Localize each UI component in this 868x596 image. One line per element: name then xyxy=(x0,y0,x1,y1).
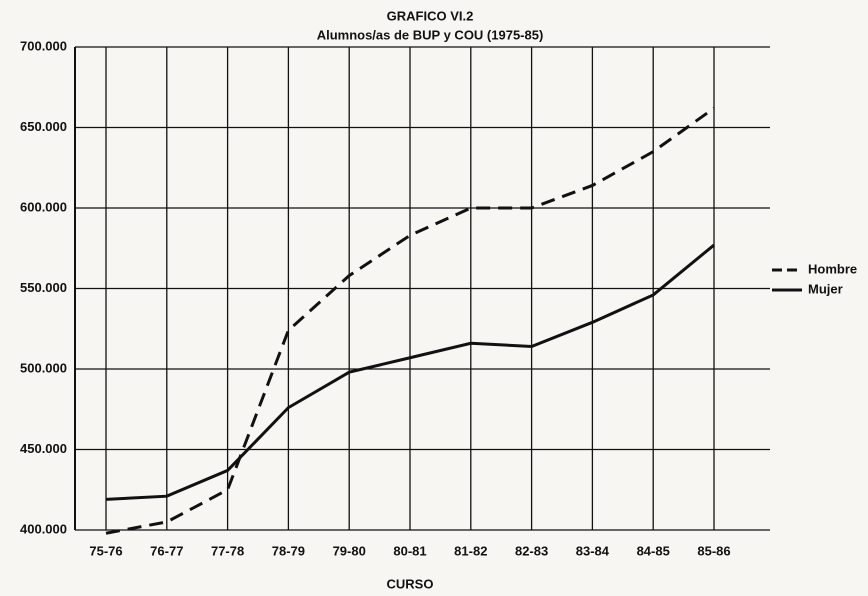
x-tick-label: 77-78 xyxy=(211,543,244,558)
chart-subtitle: Alumnos/as de BUP y COU (1975-85) xyxy=(317,27,544,42)
y-tick-label: 450.000 xyxy=(20,441,67,456)
x-tick-label: 81-82 xyxy=(454,543,487,558)
series-line xyxy=(105,106,715,535)
x-tick-label: 75-76 xyxy=(89,543,122,558)
x-tick-label: 80-81 xyxy=(393,543,426,558)
legend-label: Mujer xyxy=(808,281,843,296)
chart-title: GRAFICO VI.2 xyxy=(387,8,474,23)
y-tick-label: 600.000 xyxy=(20,199,67,214)
x-axis-label: CURSO xyxy=(387,576,434,591)
legend-label: Hombre xyxy=(808,261,857,276)
x-tick-label: 85-86 xyxy=(697,543,730,558)
x-tick-label: 82-83 xyxy=(515,543,548,558)
x-tick-label: 78-79 xyxy=(272,543,305,558)
y-tick-label: 550.000 xyxy=(20,280,67,295)
y-tick-label: 650.000 xyxy=(20,119,67,134)
x-tick-label: 84-85 xyxy=(637,543,670,558)
x-tick-label: 79-80 xyxy=(333,543,366,558)
y-tick-label: 400.000 xyxy=(20,521,67,536)
series-line xyxy=(105,243,715,501)
y-tick-label: 500.000 xyxy=(20,360,67,375)
x-tick-label: 83-84 xyxy=(576,543,610,558)
y-tick-label: 700.000 xyxy=(20,38,67,53)
x-tick-label: 76-77 xyxy=(150,543,183,558)
